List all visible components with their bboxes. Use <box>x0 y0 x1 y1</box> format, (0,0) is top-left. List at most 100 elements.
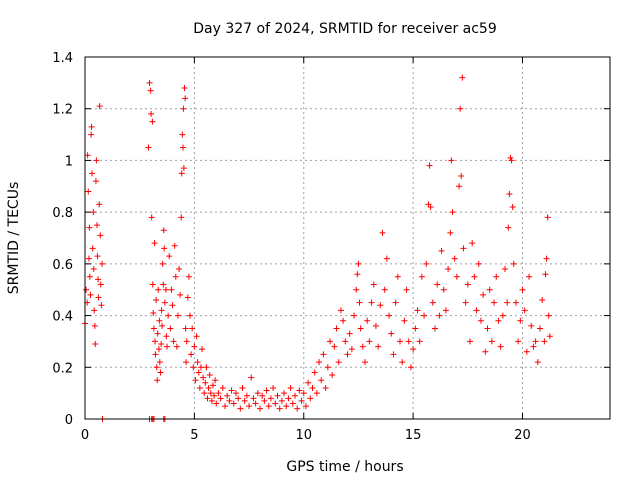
data-point <box>178 170 185 177</box>
data-point <box>532 338 539 345</box>
data-point <box>181 85 188 92</box>
data-point <box>89 170 95 177</box>
data-point <box>459 74 466 81</box>
data-point <box>93 157 100 164</box>
data-point <box>96 201 103 208</box>
data-point <box>499 312 506 319</box>
data-point <box>300 390 307 397</box>
data-point <box>423 260 430 267</box>
data-point <box>85 188 92 195</box>
data-point <box>292 392 298 399</box>
data-point <box>434 281 441 288</box>
data-point <box>526 273 533 280</box>
data-point <box>414 307 421 314</box>
data-point <box>342 338 349 345</box>
data-point <box>165 312 172 319</box>
data-point <box>493 273 500 280</box>
data-point <box>276 405 283 412</box>
data-point <box>519 286 526 293</box>
data-point <box>484 325 491 332</box>
data-point <box>99 260 106 267</box>
data-point <box>410 346 417 353</box>
data-point <box>177 291 184 298</box>
data-point <box>296 387 303 394</box>
data-point <box>426 162 433 169</box>
data-point <box>357 325 364 332</box>
data-point <box>158 341 165 348</box>
data-point <box>209 382 216 389</box>
data-point <box>318 377 325 384</box>
data-point <box>451 255 458 262</box>
data-point <box>523 348 530 355</box>
data-point <box>528 322 535 329</box>
y-tick-label: 1 <box>65 154 73 169</box>
data-point <box>207 390 214 397</box>
data-point <box>178 214 185 221</box>
data-point <box>364 317 371 324</box>
data-point <box>386 312 393 319</box>
data-point <box>156 359 163 366</box>
data-point <box>392 299 399 306</box>
data-point <box>235 395 242 402</box>
data-point <box>298 397 305 404</box>
data-point <box>192 377 199 384</box>
data-point <box>399 359 406 366</box>
data-point <box>475 260 482 267</box>
data-point <box>147 87 154 94</box>
data-point <box>505 224 512 231</box>
y-tick-label: 0.8 <box>52 206 73 221</box>
data-point <box>324 364 331 371</box>
data-point <box>537 325 543 332</box>
data-point <box>202 379 209 386</box>
data-point <box>366 338 373 345</box>
data-point <box>359 343 366 350</box>
data-point <box>211 392 218 399</box>
data-point <box>213 400 220 407</box>
data-point <box>546 333 553 340</box>
data-point <box>512 299 519 306</box>
data-point <box>517 317 524 324</box>
data-point <box>354 271 361 278</box>
data-point <box>154 377 161 384</box>
data-point <box>377 302 384 309</box>
data-point <box>348 346 355 353</box>
data-point <box>250 395 257 402</box>
data-point <box>179 131 186 138</box>
data-point <box>449 209 456 216</box>
data-point <box>456 183 463 190</box>
data-point <box>158 307 165 314</box>
data-point <box>331 343 338 350</box>
data-point <box>462 299 469 306</box>
data-point <box>248 374 255 381</box>
data-point <box>148 110 155 117</box>
data-point <box>344 351 351 358</box>
data-point <box>176 266 183 273</box>
data-point <box>191 343 198 350</box>
data-point <box>188 351 195 358</box>
data-point <box>375 343 382 350</box>
data-point <box>246 403 253 410</box>
data-point <box>265 403 272 410</box>
data-point <box>199 346 206 353</box>
data-point <box>205 384 212 391</box>
data-point <box>194 359 201 366</box>
data-point <box>504 299 511 306</box>
data-point <box>521 307 528 314</box>
data-point <box>97 281 104 288</box>
data-point <box>289 400 296 407</box>
data-point <box>418 273 425 280</box>
data-point <box>545 312 552 319</box>
data-point <box>212 377 219 384</box>
data-point <box>346 330 353 337</box>
data-point <box>196 384 203 391</box>
data-point <box>151 240 158 247</box>
data-point <box>166 253 173 260</box>
data-point <box>397 338 403 345</box>
data-point <box>421 312 428 319</box>
data-point <box>159 322 165 329</box>
data-point <box>281 390 288 397</box>
data-point <box>184 294 191 301</box>
data-point <box>89 245 96 252</box>
data-point <box>464 281 471 288</box>
